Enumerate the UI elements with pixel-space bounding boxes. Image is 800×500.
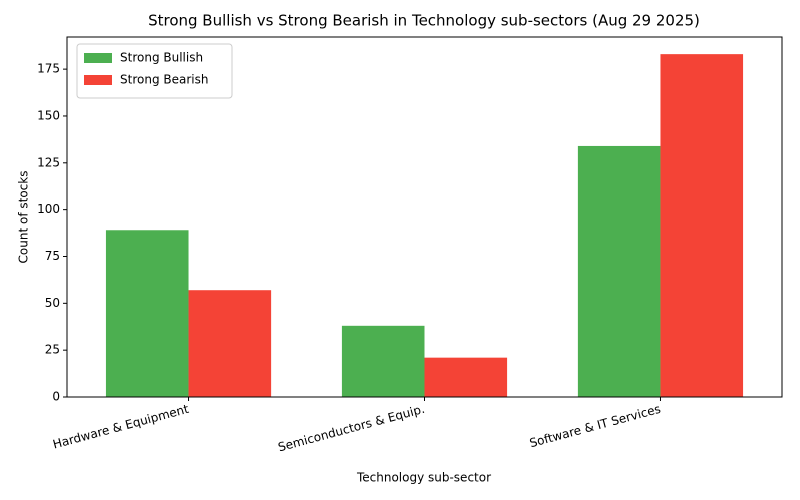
y-tick-label: 100 xyxy=(37,202,60,216)
y-tick-label: 150 xyxy=(37,108,60,122)
bar xyxy=(105,230,189,397)
bar xyxy=(577,145,661,397)
plot-frame xyxy=(66,36,783,398)
y-tick-label: 175 xyxy=(37,62,60,76)
bar xyxy=(660,54,744,398)
chart-title: Strong Bullish vs Strong Bearish in Tech… xyxy=(148,12,700,30)
x-axis-label: Technology sub-sector xyxy=(356,471,491,485)
legend-swatch xyxy=(84,75,112,85)
legend: Strong Bullish Strong Bearish xyxy=(76,43,233,99)
bar xyxy=(424,357,508,397)
y-tick-label: 50 xyxy=(45,296,60,310)
y-axis-label: Count of stocks xyxy=(17,171,31,264)
legend-label: Strong Bullish xyxy=(120,51,203,65)
y-tick-label: 25 xyxy=(45,343,60,357)
legend-box xyxy=(76,43,233,99)
legend-label: Strong Bearish xyxy=(120,73,208,87)
bar xyxy=(188,290,272,397)
legend-swatch xyxy=(84,53,112,63)
y-tick-label: 0 xyxy=(52,390,60,404)
y-tick-label: 75 xyxy=(45,249,60,263)
bar xyxy=(341,325,425,397)
y-tick-label: 125 xyxy=(37,155,60,169)
